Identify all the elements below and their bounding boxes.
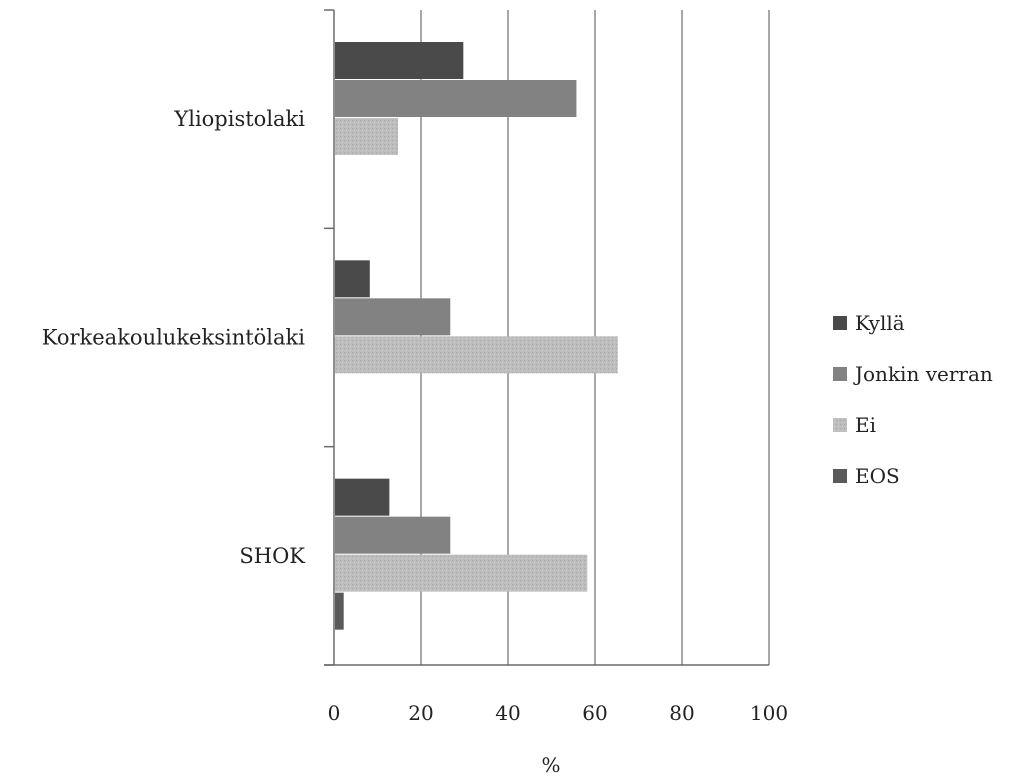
bar — [335, 336, 618, 374]
legend-label: Kyllä — [855, 311, 905, 335]
x-tick-label: 100 — [750, 701, 788, 725]
bar — [335, 554, 588, 592]
legend-label: EOS — [855, 464, 900, 488]
bar — [335, 80, 577, 117]
bar — [335, 298, 451, 336]
legend-label: Ei — [855, 413, 876, 437]
x-axis-label: % — [541, 753, 560, 777]
x-tick-label: 20 — [408, 701, 433, 725]
x-tick-label: 60 — [582, 701, 607, 725]
bar — [335, 42, 464, 79]
labels: 0 20 40 60 80 100 Yliopistolaki Korkeakoulukeks… — [42, 107, 788, 777]
legend-swatch — [833, 469, 847, 483]
bar — [335, 118, 399, 155]
category-label: Korkeakoulukeksintölaki — [42, 326, 306, 350]
bars — [335, 42, 618, 630]
bar — [335, 592, 344, 630]
category-label: Yliopistolaki — [173, 107, 305, 131]
x-tick-label: 0 — [328, 701, 341, 725]
legend-label: Jonkin verran — [853, 362, 993, 386]
bar — [335, 478, 390, 516]
x-tick-label: 80 — [669, 701, 694, 725]
legend-swatch — [833, 367, 847, 381]
bar — [335, 260, 370, 298]
category-label: SHOK — [239, 544, 305, 568]
legend: Kyllä Jonkin verran Ei EOS — [833, 311, 993, 488]
bar — [335, 516, 451, 554]
x-tick-label: 40 — [495, 701, 520, 725]
axes — [324, 9, 769, 666]
legend-swatch — [833, 418, 847, 432]
legend-swatch — [833, 316, 847, 330]
